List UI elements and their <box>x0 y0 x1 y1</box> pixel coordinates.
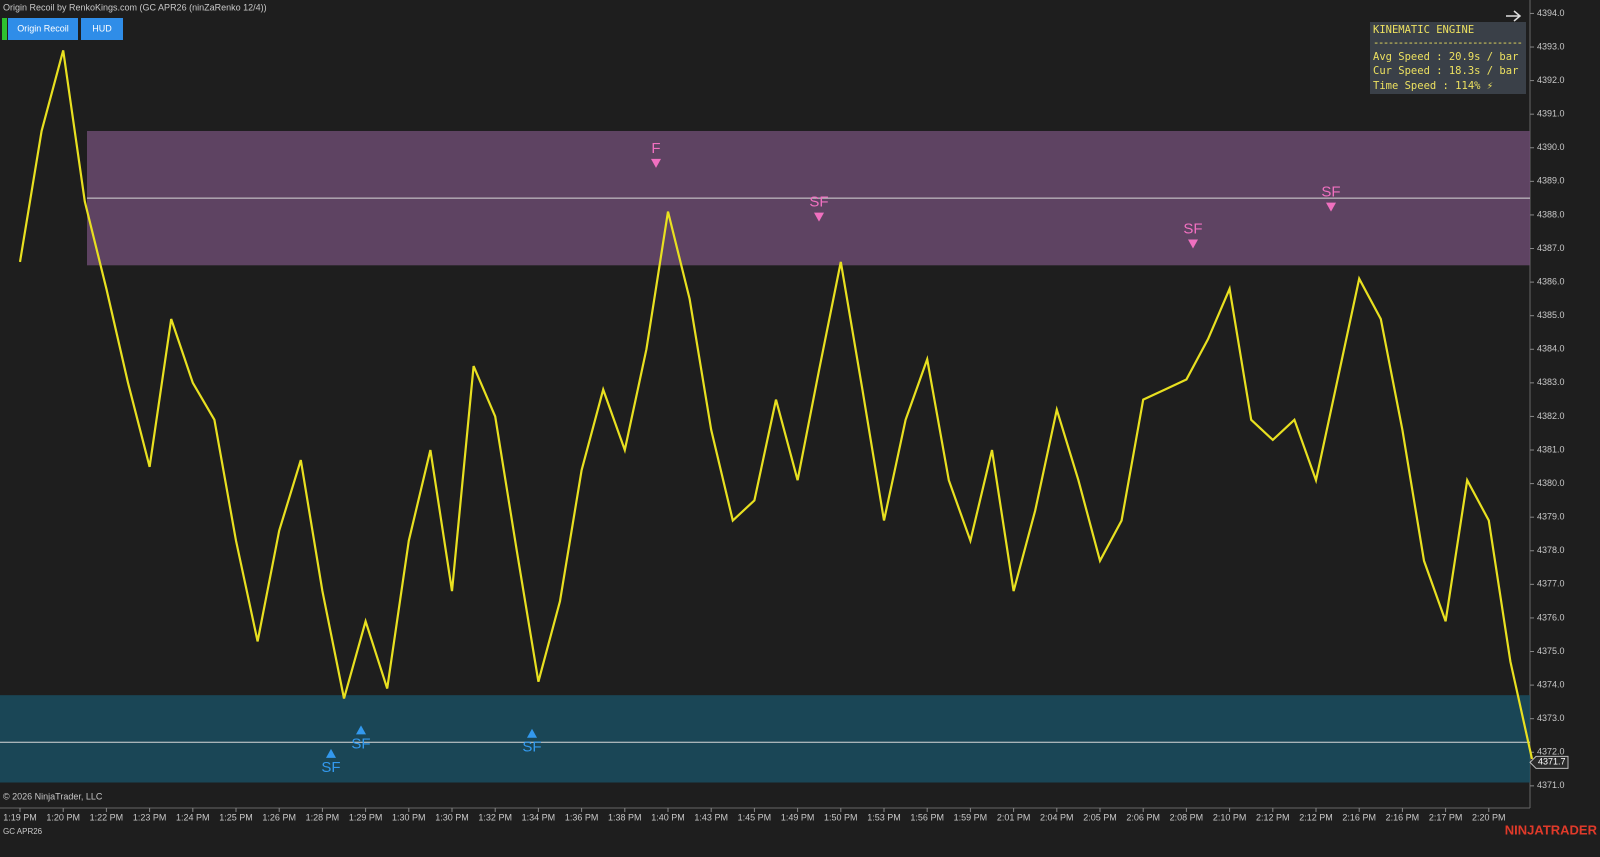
signal-arrow <box>651 158 661 168</box>
y-tick-label: 4388.0 <box>1537 209 1565 219</box>
x-tick-label: 1:59 PM <box>954 812 988 822</box>
zone <box>0 695 1530 783</box>
y-tick-label: 4386.0 <box>1537 276 1565 286</box>
x-tick-label: 1:24 PM <box>176 812 210 822</box>
signal-label: SF <box>1321 184 1340 201</box>
signal-label: F <box>651 140 660 157</box>
signal-arrow <box>527 728 537 738</box>
y-tick-label: 4391.0 <box>1537 109 1565 119</box>
x-tick-label: 1:23 PM <box>133 812 167 822</box>
y-tick-label: 4380.0 <box>1537 478 1565 488</box>
hud-background <box>1370 22 1526 94</box>
y-tick-label: 4390.0 <box>1537 142 1565 152</box>
x-tick-label: 1:30 PM <box>435 812 469 822</box>
y-tick-label: 4381.0 <box>1537 444 1565 454</box>
copyright: © 2026 NinjaTrader, LLC <box>3 791 103 801</box>
signal-label: SF <box>522 739 541 756</box>
hud-title: KINEMATIC ENGINE <box>1373 24 1474 36</box>
x-tick-label: 1:49 PM <box>781 812 815 822</box>
x-tick-label: 2:05 PM <box>1083 812 1117 822</box>
y-tick-label: 4389.0 <box>1537 176 1565 186</box>
signal-arrow <box>356 725 366 735</box>
price-tag-label: 4371.7 <box>1538 757 1566 767</box>
y-tick-label: 4382.0 <box>1537 411 1565 421</box>
y-tick-label: 4378.0 <box>1537 545 1565 555</box>
hud-line: Cur Speed : 18.3s / bar <box>1373 65 1518 77</box>
x-tick-label: 2:12 PM <box>1299 812 1333 822</box>
arrow-icon[interactable] <box>1506 10 1522 22</box>
status-indicator <box>2 18 7 40</box>
x-tick-label: 2:16 PM <box>1386 812 1420 822</box>
y-tick-label: 4393.0 <box>1537 41 1565 51</box>
signal-label: SF <box>809 194 828 211</box>
signal-label: SF <box>351 735 370 752</box>
window-title: Origin Recoil by RenkoKings.com (GC APR2… <box>3 2 267 12</box>
x-tick-label: 1:29 PM <box>349 812 383 822</box>
x-tick-label: 2:04 PM <box>1040 812 1074 822</box>
y-tick-label: 4374.0 <box>1537 679 1565 689</box>
y-tick-label: 4385.0 <box>1537 310 1565 320</box>
hud-line: Avg Speed : 20.9s / bar <box>1373 51 1518 63</box>
price-line <box>18 50 1534 760</box>
y-tick-label: 4392.0 <box>1537 75 1565 85</box>
x-tick-label: 1:43 PM <box>694 812 728 822</box>
x-tick-label: 2:06 PM <box>1126 812 1160 822</box>
y-tick-label: 4372.0 <box>1537 747 1565 757</box>
x-tick-label: 2:20 PM <box>1472 812 1506 822</box>
x-tick-label: 1:56 PM <box>910 812 944 822</box>
button[interactable] <box>8 18 78 40</box>
x-tick-label: 1:26 PM <box>262 812 296 822</box>
x-tick-label: 1:34 PM <box>522 812 556 822</box>
y-tick-label: 4373.0 <box>1537 713 1565 723</box>
x-tick-label: 2:16 PM <box>1342 812 1376 822</box>
x-tick-label: 1:45 PM <box>738 812 772 822</box>
x-tick-label: 2:12 PM <box>1256 812 1290 822</box>
button-label[interactable]: HUD <box>92 23 112 33</box>
button-label[interactable]: Origin Recoil <box>17 23 69 33</box>
logo: NINJATRADER <box>1505 822 1598 837</box>
signal-arrow <box>1188 239 1198 249</box>
signal-arrow <box>326 748 336 758</box>
x-tick-label: 2:10 PM <box>1213 812 1247 822</box>
signal-arrow <box>814 212 824 222</box>
x-tick-label: 2:01 PM <box>997 812 1031 822</box>
signal-arrow <box>1326 202 1336 212</box>
hud-panel: KINEMATIC ENGINE -----------------------… <box>1370 22 1526 94</box>
y-tick-label: 4375.0 <box>1537 646 1565 656</box>
x-tick-label: 1:25 PM <box>219 812 253 822</box>
x-tick-label: 1:30 PM <box>392 812 426 822</box>
x-tick-label: 1:32 PM <box>478 812 512 822</box>
x-tick-label: 1:38 PM <box>608 812 642 822</box>
x-tick-label: 1:40 PM <box>651 812 685 822</box>
x-tick-label: 1:22 PM <box>90 812 124 822</box>
instrument: GC APR26 <box>3 827 43 836</box>
button[interactable] <box>81 18 123 40</box>
price-tag <box>1529 755 1569 769</box>
y-tick-label: 4387.0 <box>1537 243 1565 253</box>
x-tick-label: 1:50 PM <box>824 812 858 822</box>
y-tick-label: 4394.0 <box>1537 8 1565 18</box>
signal-label: SF <box>1183 220 1202 237</box>
x-tick-label: 1:28 PM <box>306 812 340 822</box>
x-tick-label: 1:53 PM <box>867 812 901 822</box>
signal-label: SF <box>321 759 340 776</box>
x-tick-label: 2:17 PM <box>1429 812 1463 822</box>
y-tick-label: 4379.0 <box>1537 512 1565 522</box>
x-tick-label: 1:19 PM <box>3 812 37 822</box>
y-tick-label: 4377.0 <box>1537 579 1565 589</box>
x-tick-label: 1:36 PM <box>565 812 599 822</box>
y-tick-label: 4384.0 <box>1537 344 1565 354</box>
hud-line: Time Speed : 114% ⚡ <box>1373 80 1493 92</box>
hud-separator: ------------------------------ <box>1373 37 1523 49</box>
x-tick-label: 2:08 PM <box>1170 812 1204 822</box>
y-tick-label: 4383.0 <box>1537 377 1565 387</box>
y-tick-label: 4376.0 <box>1537 612 1565 622</box>
y-tick-label: 4371.0 <box>1537 780 1565 790</box>
x-tick-label: 1:20 PM <box>46 812 80 822</box>
